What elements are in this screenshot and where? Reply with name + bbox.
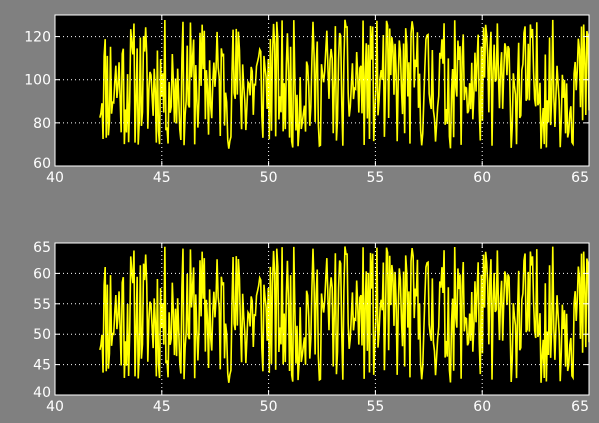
bottom-y-tick-label: 45	[33, 358, 51, 374]
top-x-tick-label: 50	[260, 170, 278, 186]
top-y-tick-label: 80	[33, 116, 51, 132]
bottom-axes: 40 45 50 55 60 65 40 45 50 55 60 65	[33, 240, 590, 415]
bottom-x-tick-label: 60	[473, 399, 491, 415]
bottom-data-line	[99, 246, 590, 383]
top-x-tick-label: 60	[473, 170, 491, 186]
top-y-tick-label: 60	[33, 156, 51, 172]
bottom-x-tick-label: 45	[153, 399, 171, 415]
bottom-y-tick-label: 50	[33, 327, 51, 343]
bottom-x-tick-label: 40	[46, 399, 64, 415]
top-axes-frame	[54, 14, 590, 167]
bottom-axes-frame	[54, 242, 590, 396]
top-x-tick-label: 65	[571, 170, 589, 186]
top-axes: 40 45 50 55 60 65 60 80 100 120	[24, 14, 590, 186]
top-y-tick-label: 100	[24, 73, 51, 89]
top-data-line	[99, 19, 590, 149]
bottom-y-tick-label: 60	[33, 266, 51, 282]
bottom-x-tick-label: 65	[571, 399, 589, 415]
bottom-y-tick-label: 55	[33, 297, 51, 313]
top-x-tick-label: 45	[153, 170, 171, 186]
top-x-tick-label: 55	[366, 170, 384, 186]
top-y-tick-label: 120	[24, 30, 51, 46]
bottom-y-tick-label: 65	[33, 240, 51, 256]
bottom-y-tick-label: 40	[33, 385, 51, 401]
top-x-tick-label: 40	[46, 170, 64, 186]
bottom-x-tick-label: 50	[260, 399, 278, 415]
bottom-x-tick-label: 55	[366, 399, 384, 415]
